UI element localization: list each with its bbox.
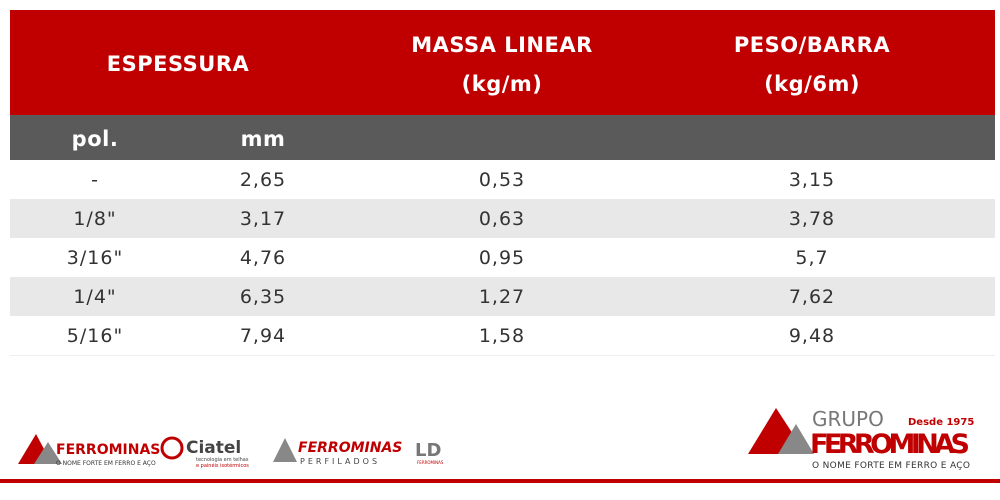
column-header: ESPESSURA (106, 52, 250, 76)
logo-text: e painéis isotérmicos (196, 462, 249, 469)
logo-text: GRUPO (812, 407, 884, 431)
logo-text: PERFILADOS (300, 457, 380, 466)
logo-text: tecnologia em telhas (196, 457, 249, 463)
table-cell: 3,17 (239, 208, 287, 230)
table-cell: 7,62 (788, 286, 836, 308)
table-cell: 9,48 (788, 325, 836, 347)
table-row (10, 160, 995, 200)
table-cell: 5/16" (66, 325, 124, 347)
subheader-band (10, 115, 995, 160)
table-cell: 1/4" (73, 286, 117, 308)
column-unit: (kg/m) (461, 72, 543, 96)
table-cell: 2,65 (239, 169, 287, 191)
column-header: MASSA LINEAR (411, 33, 593, 57)
logo-text: FERROMINAS (417, 460, 444, 465)
table-cell: 6,35 (239, 286, 287, 308)
header-band (10, 10, 995, 115)
table-cell: 1/8" (73, 208, 117, 230)
subheader: pol. (71, 127, 119, 151)
table-cell: 1,58 (478, 325, 526, 347)
table-cell: 1,27 (478, 286, 526, 308)
logo-text: O NOME FORTE EM FERRO E AÇO (56, 460, 156, 467)
table-row (10, 316, 995, 356)
table-cell: 3/16" (66, 247, 124, 269)
table-cell: 0,95 (478, 247, 526, 269)
footer-logos: FERROMINAS O NOME FORTE EM FERRO E AÇO C… (0, 407, 1000, 483)
logo-text: Desde 1975 (908, 417, 974, 428)
column-header: PESO/BARRA (733, 33, 891, 57)
table-cell: 0,53 (478, 169, 526, 191)
column-unit: (kg/6m) (764, 72, 860, 96)
table-cell: - (91, 169, 99, 191)
table-cell: 4,76 (239, 247, 287, 269)
logo-text: Ciatel (186, 438, 241, 458)
table-cell: 5,7 (795, 247, 829, 269)
table-cell: 7,94 (239, 325, 287, 347)
table-cell: 3,78 (788, 208, 836, 230)
logo-text: FERROMINAS (298, 440, 402, 456)
logo-text: FERROMINAS (810, 429, 970, 460)
logo-text: LD (415, 440, 441, 461)
logo-text: FERROMINAS (56, 442, 160, 458)
table-cell: 0,63 (478, 208, 526, 230)
subheader: mm (240, 127, 286, 151)
logo-text: O NOME FORTE EM FERRO E AÇO (812, 461, 970, 471)
table-cell: 3,15 (788, 169, 836, 191)
